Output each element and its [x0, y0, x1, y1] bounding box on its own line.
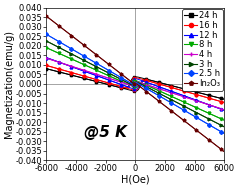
Legend: 24 h, 16 h, 12 h, 8 h, 4 h, 3 h, 2.5 h, In₂O₃: 24 h, 16 h, 12 h, 8 h, 4 h, 3 h, 2.5 h, … [182, 9, 223, 91]
X-axis label: H(Oe): H(Oe) [121, 175, 150, 185]
Y-axis label: Magnetization(emu/g): Magnetization(emu/g) [4, 30, 14, 138]
Text: @5 K: @5 K [84, 125, 127, 140]
